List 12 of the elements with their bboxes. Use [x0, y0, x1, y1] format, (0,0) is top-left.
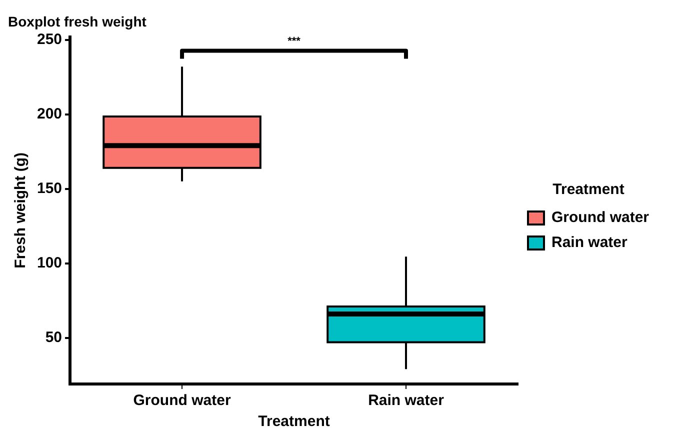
y-tick-label: 50	[45, 328, 62, 346]
y-tick-label: 150	[36, 180, 62, 197]
legend-title: Treatment	[552, 181, 624, 198]
legend-label: Ground water	[551, 209, 650, 226]
y-tick-label: 100	[36, 254, 62, 272]
annotation: ***	[288, 35, 302, 48]
y-axis-title: Fresh weight (g)	[12, 152, 30, 268]
chart-title: Boxplot fresh weight	[8, 13, 147, 30]
x-axis-title: Treatment	[258, 413, 330, 430]
y-tick-label: 250	[36, 30, 62, 48]
y-tick-label: 200	[36, 105, 62, 122]
legend-label: Rain water	[551, 234, 628, 252]
